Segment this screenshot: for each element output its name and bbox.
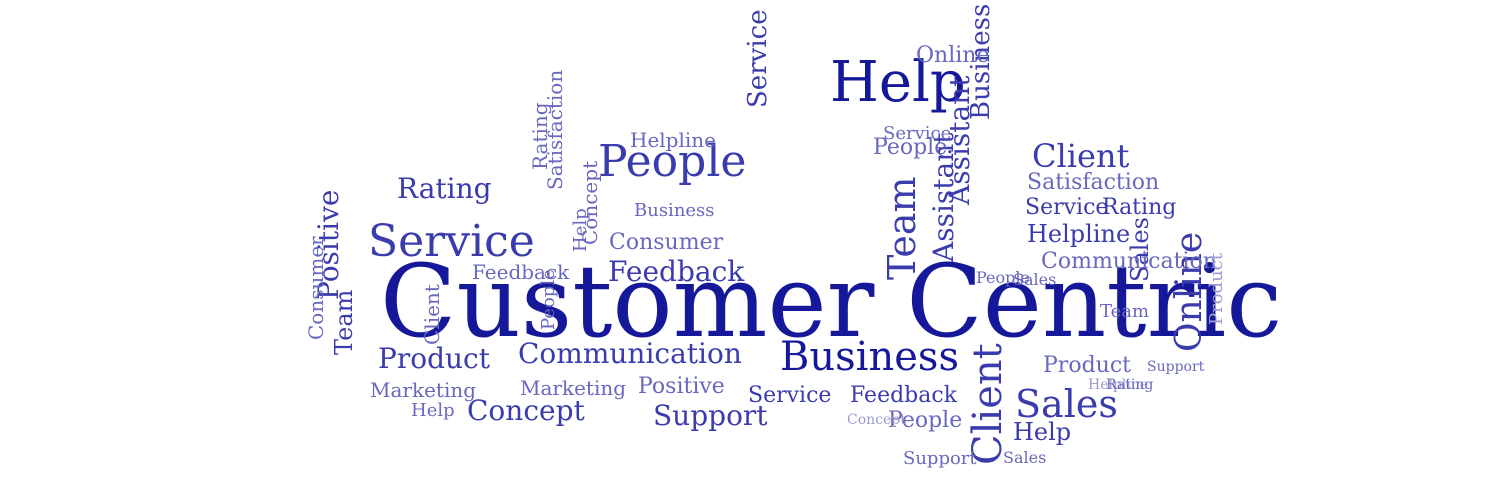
cloud-word: Online xyxy=(916,43,990,68)
cloud-word: Communication xyxy=(518,337,742,370)
cloud-word: Support xyxy=(903,448,977,469)
cloud-word: People xyxy=(598,136,747,187)
title-customer-centric: Customer Centric xyxy=(380,243,1283,360)
cloud-word: Client xyxy=(420,284,444,345)
cloud-word: Product xyxy=(1206,253,1227,325)
cloud-word: Help xyxy=(411,400,455,421)
cloud-word: Team xyxy=(330,289,358,355)
cloud-word: Business xyxy=(780,334,959,380)
cloud-word: People xyxy=(538,269,559,330)
cloud-word: Service xyxy=(748,383,832,408)
cloud-word: Service xyxy=(883,123,952,144)
cloud-word: Positive xyxy=(638,374,725,399)
cloud-word: Concept xyxy=(467,394,585,427)
cloud-word: Help xyxy=(830,50,966,115)
cloud-word: Feedback xyxy=(850,383,958,408)
cloud-word: Service xyxy=(1025,195,1109,220)
cloud-word: Help xyxy=(1013,418,1072,446)
cloud-word: Feedback xyxy=(472,260,570,284)
cloud-word: Product xyxy=(1043,353,1131,378)
cloud-word: Consumer xyxy=(609,230,724,255)
cloud-word: Consumer xyxy=(304,236,328,340)
cloud-word: Product xyxy=(378,342,490,375)
cloud-word: Rating xyxy=(1102,195,1177,220)
cloud-word: Support xyxy=(1147,359,1205,375)
cloud-word: Rating xyxy=(397,172,492,205)
cloud-word: People xyxy=(976,268,1030,287)
cloud-word: Business xyxy=(634,200,715,221)
cloud-word: Satisfaction xyxy=(1027,170,1160,195)
cloud-word: Team xyxy=(880,176,924,280)
cloud-word: Helpline xyxy=(630,128,716,152)
cloud-word: Marketing xyxy=(520,376,627,400)
cloud-word: People xyxy=(888,408,963,433)
cloud-word: Sales xyxy=(1013,270,1057,289)
cloud-word: Marketing xyxy=(370,378,477,402)
cloud-word: Helpline xyxy=(1088,377,1149,393)
cloud-word: Concept xyxy=(578,160,602,245)
cloud-word: Support xyxy=(653,399,768,432)
cloud-word: Client xyxy=(965,343,1011,465)
cloud-word: Helpline xyxy=(1027,220,1131,248)
cloud-word: Sales xyxy=(1003,448,1047,467)
cloud-word: Sales xyxy=(1015,382,1118,426)
cloud-word: Service xyxy=(743,9,773,108)
cloud-word: Client xyxy=(1032,137,1130,175)
cloud-word: Satisfaction xyxy=(543,69,567,190)
cloud-word: Rating xyxy=(1106,377,1154,393)
cloud-word: Communication xyxy=(1041,249,1217,274)
cloud-word: People xyxy=(873,135,948,160)
cloud-word: Feedback xyxy=(608,255,745,288)
cloud-word: Service xyxy=(368,216,535,267)
cloud-word: Team xyxy=(1100,301,1150,322)
cloud-word: Concept xyxy=(847,412,906,428)
